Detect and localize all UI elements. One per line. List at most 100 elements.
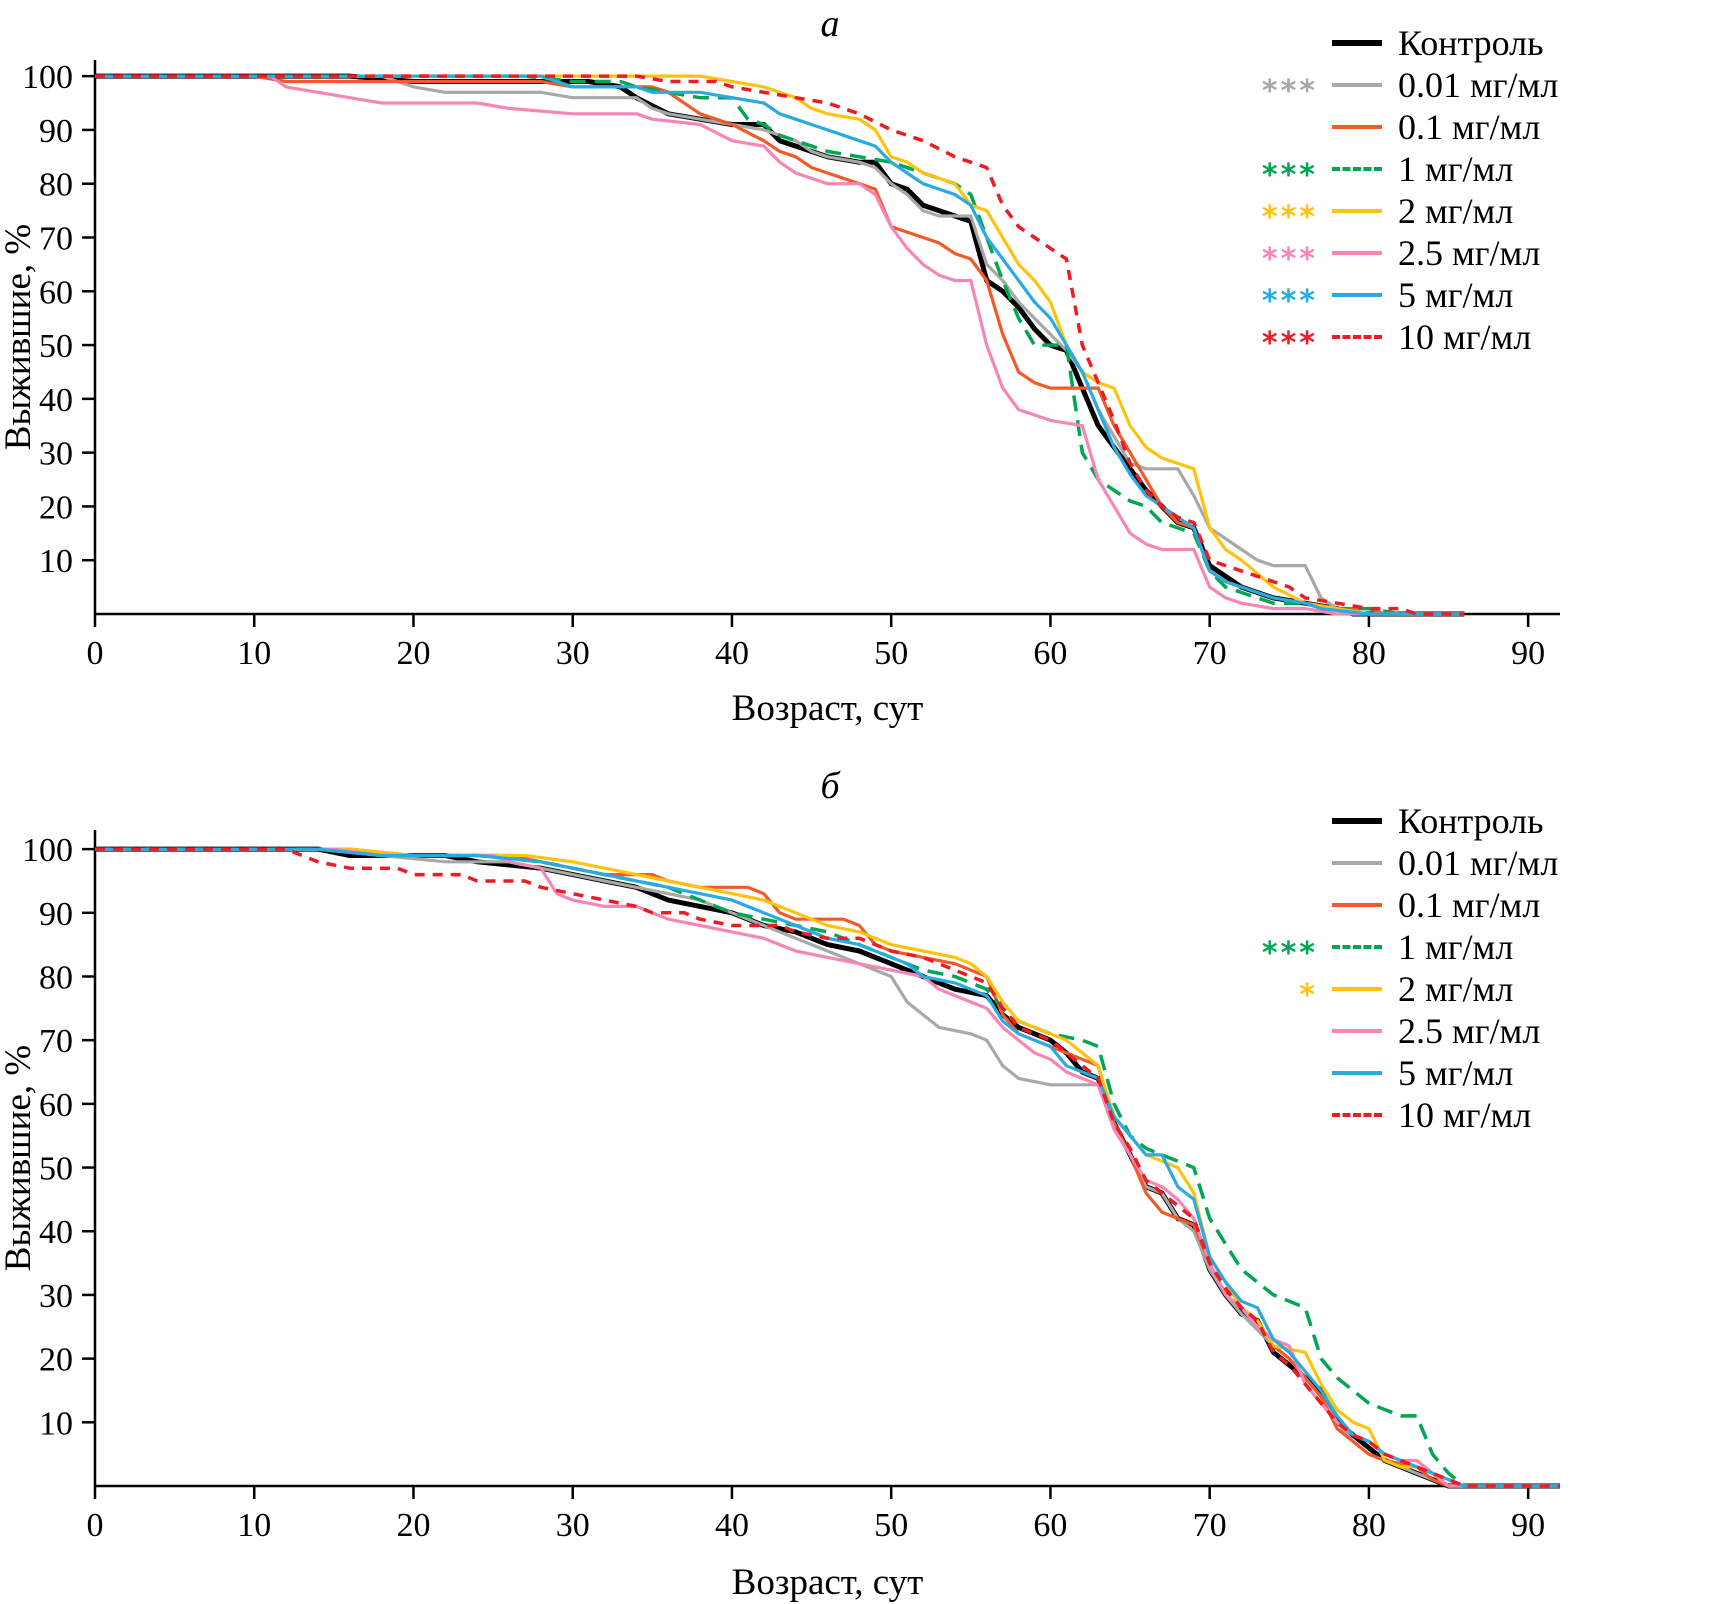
y-tick-label: 50 — [39, 1151, 73, 1188]
y-tick-label: 20 — [39, 489, 73, 526]
x-axis-label: Возраст, сут — [732, 688, 924, 729]
x-tick-label: 20 — [396, 1507, 430, 1544]
significance-stars: * — [1299, 977, 1318, 1013]
legend-label: 0.1 мг/мл — [1398, 107, 1541, 147]
legend-line-sample — [1332, 335, 1382, 339]
panel-b-title: б — [820, 765, 840, 807]
legend-item-c25: 2.5 мг/мл — [1226, 1010, 1626, 1052]
legend-item-c001: *** 0.01 мг/мл — [1226, 64, 1626, 109]
x-tick-label: 70 — [1193, 635, 1227, 672]
legend-line-sample — [1332, 167, 1382, 171]
y-tick-label: 90 — [39, 896, 73, 933]
legend-label: 2 мг/мл — [1398, 191, 1514, 231]
legend-label: 5 мг/мл — [1398, 1053, 1514, 1093]
legend-item-control: Контроль — [1226, 800, 1626, 842]
y-tick-label: 10 — [39, 1405, 73, 1442]
y-tick-label: 20 — [39, 1342, 73, 1379]
x-tick-label: 10 — [237, 1507, 271, 1544]
legend-item-c01: 0.1 мг/мл — [1226, 106, 1626, 148]
series-line-c2 — [95, 847, 1560, 1488]
series-line-c1 — [95, 74, 1465, 616]
legend-item-c1: *** 1 мг/мл — [1226, 926, 1626, 971]
significance-stars: *** — [1261, 73, 1318, 109]
x-tick-label: 80 — [1352, 635, 1386, 672]
significance-stars: *** — [1261, 283, 1318, 319]
y-tick-label: 70 — [39, 1023, 73, 1060]
panel-b: б 0 10 20 30 40 50 60 70 80 90 10 20 30 40 50 60 70 80 90 1… — [0, 760, 1716, 1604]
legend-label: 10 мг/мл — [1398, 1095, 1532, 1135]
legend-label: 0.01 мг/мл — [1398, 843, 1559, 883]
y-tick-label: 30 — [39, 436, 73, 473]
legend-line-sample — [1332, 125, 1382, 129]
significance-stars: *** — [1261, 241, 1318, 277]
panel-a: а 0 10 20 30 40 50 60 70 80 90 10 20 30 40 50 60 70 80 90 1… — [0, 0, 1716, 760]
legend-item-c2: *** 2 мг/мл — [1226, 190, 1626, 235]
legend-line-sample — [1332, 1113, 1382, 1117]
legend-item-c001: 0.01 мг/мл — [1226, 842, 1626, 884]
significance-stars: *** — [1261, 199, 1318, 235]
x-tick-label: 90 — [1511, 1507, 1545, 1544]
series-line-c001 — [95, 74, 1465, 616]
x-tick-label: 0 — [87, 1507, 104, 1544]
y-axis-label: Выжившие, % — [0, 224, 39, 450]
legend-b: Контроль 0.01 мг/мл 0.1 мг/мл *** 1 мг/мл * 2 … — [1226, 800, 1626, 1136]
y-tick-label: 10 — [39, 543, 73, 580]
y-tick-label: 80 — [39, 167, 73, 204]
x-tick-label: 90 — [1511, 635, 1545, 672]
series-line-c25 — [95, 74, 1465, 616]
significance-stars: *** — [1261, 935, 1318, 971]
y-tick-label: 90 — [39, 113, 73, 150]
legend-label: Контроль — [1398, 801, 1544, 841]
y-tick-label: 80 — [39, 959, 73, 996]
y-tick-label: 100 — [22, 832, 73, 869]
legend-item-c10: 10 мг/мл — [1226, 1094, 1626, 1136]
legend-line-sample — [1332, 903, 1382, 907]
x-tick-label: 60 — [1033, 1507, 1067, 1544]
y-tick-label: 100 — [22, 59, 73, 96]
x-tick-label: 80 — [1352, 1507, 1386, 1544]
legend-label: 5 мг/мл — [1398, 275, 1514, 315]
panel-a-title: а — [820, 3, 840, 45]
legend-item-c1: *** 1 мг/мл — [1226, 148, 1626, 193]
x-tick-label: 10 — [237, 635, 271, 672]
legend-label: 1 мг/мл — [1398, 927, 1514, 967]
legend-item-c10: *** 10 мг/мл — [1226, 316, 1626, 361]
legend-item-c01: 0.1 мг/мл — [1226, 884, 1626, 926]
legend-label: 1 мг/мл — [1398, 149, 1514, 189]
y-tick-label: 40 — [39, 382, 73, 419]
legend-label: 10 мг/мл — [1398, 317, 1532, 357]
legend-item-c5: *** 5 мг/мл — [1226, 274, 1626, 319]
series-line-c5 — [95, 847, 1560, 1488]
survival-plot-a: 0 10 20 30 40 50 60 70 80 90 10 20 30 40 50 60 70 80 90 100… — [0, 59, 1560, 729]
significance-stars: *** — [1261, 325, 1318, 361]
series-line-c10 — [95, 74, 1465, 616]
legend-label: 0.1 мг/мл — [1398, 885, 1541, 925]
x-tick-label: 20 — [396, 635, 430, 672]
legend-item-c25: *** 2.5 мг/мл — [1226, 232, 1626, 277]
y-tick-label: 60 — [39, 274, 73, 311]
x-tick-label: 50 — [874, 635, 908, 672]
legend-label: 2 мг/мл — [1398, 969, 1514, 1009]
legend-label: 0.01 мг/мл — [1398, 65, 1559, 105]
legend-line-sample — [1332, 861, 1382, 865]
legend-item-control: Контроль — [1226, 22, 1626, 64]
x-tick-label: 40 — [715, 1507, 749, 1544]
legend-label: 2.5 мг/мл — [1398, 233, 1541, 273]
y-tick-label: 30 — [39, 1278, 73, 1315]
legend-line-sample — [1332, 251, 1382, 255]
x-tick-label: 30 — [556, 1507, 590, 1544]
x-tick-label: 0 — [87, 635, 104, 672]
legend-line-sample — [1332, 1029, 1382, 1033]
y-tick-label: 40 — [39, 1214, 73, 1251]
y-tick-label: 70 — [39, 220, 73, 257]
series-line-c10 — [95, 847, 1560, 1488]
significance-stars: *** — [1261, 157, 1318, 193]
legend-line-sample — [1332, 293, 1382, 297]
series-line-c2 — [95, 74, 1465, 616]
series-line-c5 — [95, 74, 1465, 616]
legend-line-sample — [1332, 818, 1382, 824]
survival-plot-b: 0 10 20 30 40 50 60 70 80 90 10 20 30 40 50 60 70 80 90 100… — [0, 830, 1560, 1602]
legend-line-sample — [1332, 1071, 1382, 1075]
x-tick-label: 50 — [874, 1507, 908, 1544]
x-axis-label: Возраст, сут — [732, 1562, 924, 1602]
